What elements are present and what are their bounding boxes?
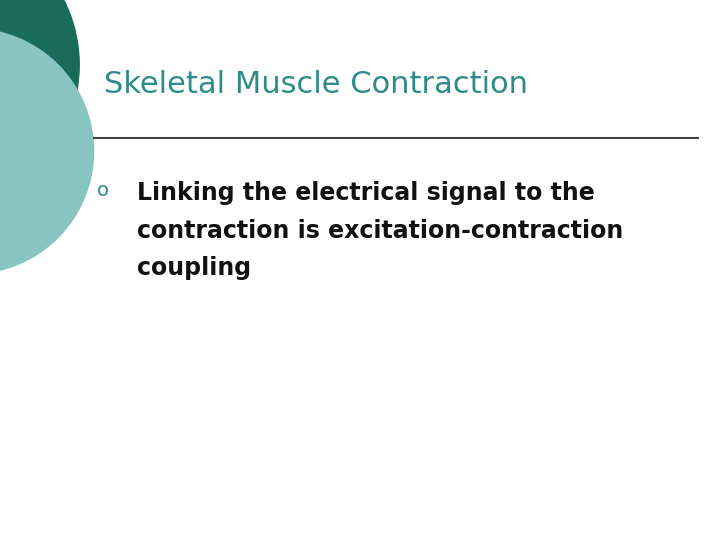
- Text: coupling: coupling: [137, 256, 251, 280]
- Ellipse shape: [0, 29, 94, 274]
- Text: Linking the electrical signal to the: Linking the electrical signal to the: [137, 181, 595, 205]
- Text: contraction is excitation-contraction: contraction is excitation-contraction: [137, 219, 623, 242]
- Ellipse shape: [0, 0, 79, 209]
- Text: Skeletal Muscle Contraction: Skeletal Muscle Contraction: [104, 70, 528, 99]
- Text: o: o: [97, 181, 109, 200]
